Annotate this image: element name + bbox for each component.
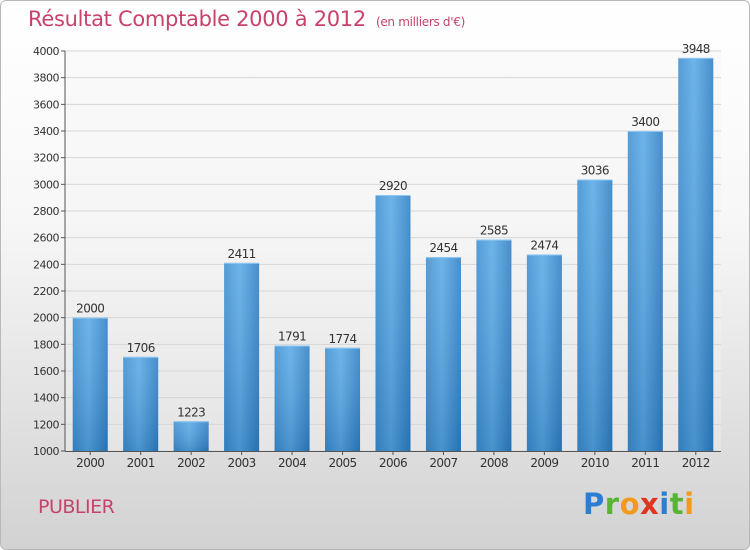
bar-value-label: 3400 (631, 115, 659, 129)
bar-shade (123, 356, 159, 451)
logo-letter: o (619, 487, 641, 521)
bar-value-label: 3948 (682, 42, 710, 56)
logo-letter: i (684, 487, 695, 521)
town-name: PUBLIER (38, 496, 115, 518)
bar-value-label: 2411 (228, 247, 256, 261)
bar-shade (274, 345, 310, 451)
y-tick-label: 3800 (33, 72, 59, 85)
bar-shade (375, 195, 411, 451)
y-tick-label: 3200 (33, 152, 59, 165)
y-tick-label: 3000 (33, 178, 59, 191)
x-tick-label: 2005 (328, 456, 356, 470)
proxiti-logo: Proxiti (583, 487, 695, 521)
bar-shade (526, 254, 562, 451)
x-tick-label: 2003 (228, 456, 256, 470)
bar-shade (224, 262, 260, 451)
bar-shade (678, 57, 714, 451)
y-tick-label: 1400 (33, 392, 59, 405)
x-tick-label: 2006 (379, 456, 407, 470)
logo-letter: i (659, 487, 670, 521)
y-tick-label: 2400 (33, 258, 59, 271)
chart-title-text: Résultat Comptable 2000 à 2012 (28, 7, 366, 31)
x-tick-label: 2000 (76, 456, 104, 470)
bar-value-label: 1791 (278, 330, 306, 344)
logo-letter: r (604, 487, 620, 521)
bar-shade (425, 257, 461, 451)
y-tick-label: 2200 (33, 285, 59, 298)
y-tick-label: 2800 (33, 205, 59, 218)
chart-unit: (en milliers d'€) (375, 15, 465, 29)
y-tick-label: 1200 (33, 418, 59, 431)
y-tick-label: 3400 (33, 125, 59, 138)
x-tick-label: 2011 (631, 456, 659, 470)
x-tick-label: 2008 (480, 456, 508, 470)
bar-shade (72, 317, 108, 451)
bar-shade (325, 347, 361, 451)
x-tick-label: 2009 (530, 456, 558, 470)
bar-shade (627, 131, 663, 451)
logo-letter: x (640, 487, 660, 521)
x-tick-label: 2012 (682, 456, 710, 470)
y-tick-label: 2000 (33, 312, 59, 325)
bar-value-label: 2585 (480, 224, 508, 238)
y-tick-label: 2600 (33, 232, 59, 245)
chart-title: Résultat Comptable 2000 à 2012 (en millie… (28, 7, 465, 31)
bar-value-label: 1706 (127, 341, 155, 355)
bar-value-label: 2000 (76, 302, 104, 316)
bar-layer: 2000 1706 1223 2411 1791 1774 2920 2454 2585 2474… (72, 42, 714, 452)
y-tick-label: 1800 (33, 338, 59, 351)
bar-shade (173, 421, 209, 451)
x-tick-label: 2004 (278, 456, 306, 470)
x-tick-label: 2010 (581, 456, 609, 470)
bar-value-label: 2920 (379, 179, 407, 193)
logo-letter: t (669, 487, 685, 521)
x-tick-label: 2002 (177, 456, 205, 470)
x-tick-label: 2007 (429, 456, 457, 470)
bar-value-label: 2454 (429, 241, 457, 255)
bar-value-label: 1774 (328, 332, 356, 346)
axis-layer: 1000 1200 1400 1600 1800 2000 2200 2400 2600 2800… (33, 45, 721, 470)
bar-shade (577, 179, 613, 452)
logo-letter: P (583, 487, 605, 521)
bar-shade (476, 239, 512, 451)
bar-value-label: 3036 (581, 164, 609, 178)
bar-value-label: 1223 (177, 405, 205, 419)
y-tick-label: 4000 (33, 45, 59, 58)
bar-value-label: 2474 (530, 238, 558, 252)
y-tick-label: 1000 (33, 445, 59, 458)
y-tick-label: 3600 (33, 98, 59, 111)
x-tick-label: 2001 (127, 456, 155, 470)
y-tick-label: 1600 (33, 365, 59, 378)
